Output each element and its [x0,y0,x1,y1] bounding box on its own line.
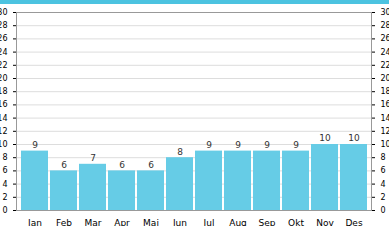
svg-text:Des: Des [345,218,362,226]
svg-text:Okt: Okt [288,218,304,226]
svg-text:10: 10 [381,140,389,149]
svg-text:Jan: Jan [27,218,42,226]
svg-text:12: 12 [381,127,389,136]
svg-text:6: 6 [148,160,154,170]
svg-text:26: 26 [381,34,389,43]
svg-text:6: 6 [381,166,386,175]
svg-text:9: 9 [32,140,38,150]
svg-text:9: 9 [206,140,212,150]
svg-text:24: 24 [381,48,389,57]
svg-text:20: 20 [0,74,8,83]
svg-text:2: 2 [2,193,7,202]
svg-text:8: 8 [2,153,7,162]
svg-text:10: 10 [348,133,360,143]
svg-text:28: 28 [381,21,389,30]
svg-text:9: 9 [293,140,299,150]
svg-text:Jul: Jul [203,218,215,226]
svg-text:30: 30 [0,8,8,17]
svg-text:7: 7 [90,153,96,163]
svg-text:18: 18 [381,87,389,96]
svg-text:Sep: Sep [259,218,276,226]
svg-text:14: 14 [381,114,389,123]
svg-text:10: 10 [319,133,331,143]
svg-text:9: 9 [264,140,270,150]
svg-text:0: 0 [381,206,386,215]
svg-text:4: 4 [2,180,7,189]
svg-text:8: 8 [381,153,386,162]
svg-text:30: 30 [381,8,389,17]
svg-text:6: 6 [2,166,7,175]
svg-text:Aug: Aug [229,218,247,226]
svg-text:24: 24 [0,48,8,57]
svg-text:Jun: Jun [172,218,187,226]
svg-text:Mar: Mar [85,218,102,226]
svg-text:10: 10 [0,140,8,149]
svg-text:26: 26 [0,34,8,43]
svg-text:4: 4 [381,180,386,189]
svg-text:0: 0 [2,206,7,215]
svg-text:18: 18 [0,87,8,96]
svg-text:12: 12 [0,127,8,136]
svg-text:16: 16 [381,100,389,109]
svg-text:6: 6 [61,160,67,170]
svg-text:6: 6 [119,160,125,170]
svg-text:2: 2 [381,193,386,202]
svg-text:22: 22 [0,61,8,70]
svg-text:Nov: Nov [316,218,334,226]
svg-text:14: 14 [0,114,8,123]
svg-text:Apr: Apr [114,218,130,226]
svg-text:8: 8 [177,147,183,157]
svg-text:9: 9 [235,140,241,150]
svg-text:Mai: Mai [143,218,159,226]
svg-text:Feb: Feb [56,218,72,226]
svg-text:28: 28 [0,21,8,30]
svg-text:20: 20 [381,74,389,83]
svg-text:16: 16 [0,100,8,109]
svg-text:22: 22 [381,61,389,70]
